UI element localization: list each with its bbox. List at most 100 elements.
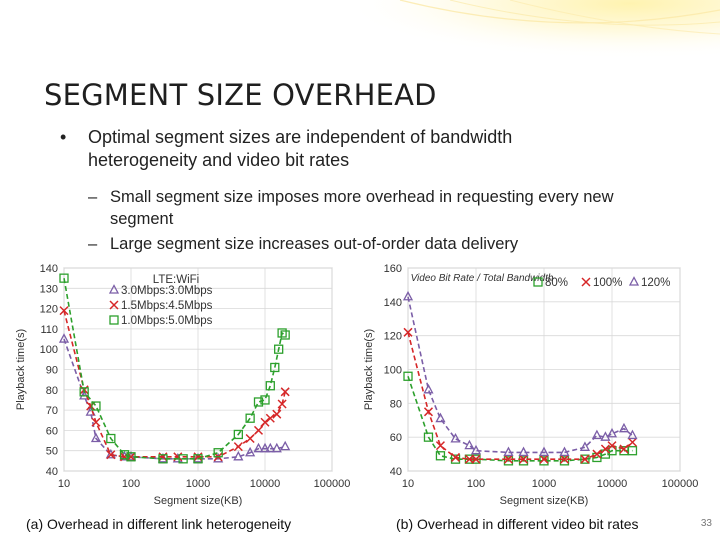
data-point [245,413,255,423]
series-3 [59,273,290,464]
data-point [59,306,69,316]
data-point [450,432,461,443]
sub-bullet-2-text: Large segment size increases out-of-orde… [110,235,519,253]
x-tick-label: 100000 [662,478,699,490]
y-tick-label: 140 [384,297,402,309]
y-axis-label: Playback time(s) [363,329,375,410]
data-point [619,444,629,454]
legend-label: 3.0Mbps:3.0Mbps [121,285,213,297]
data-point [280,440,291,451]
x-tick-label: 10 [58,478,70,490]
data-point [423,407,434,417]
data-point [233,450,244,461]
data-point [119,450,130,460]
x-tick-label: 100 [122,478,140,490]
data-point [518,446,529,457]
data-point [450,454,461,464]
y-tick-label: 160 [384,263,402,275]
data-point [105,448,116,459]
data-point [503,446,514,457]
data-point [272,409,282,419]
y-tick-label: 110 [40,324,58,336]
data-point [627,446,638,456]
data-point [503,454,513,464]
data-point [618,422,630,433]
y-tick-label: 130 [40,283,58,295]
y-tick-label: 70 [46,405,58,417]
data-point [559,456,570,466]
data-point [559,446,570,457]
data-point [253,442,264,453]
chart-link-heterogeneity: 40 50 60 70 80 90 100 110 120 130 140 10 100 1000 1000… [15,263,351,507]
y-tick-label: 100 [40,344,58,356]
x-tick-label: 1000 [532,478,556,490]
data-point [470,444,482,455]
data-point [464,439,475,450]
y-tick-label: 120 [40,304,58,316]
legend-marker [533,277,543,287]
bullet-glyph: • [60,127,67,147]
x-tick-label: 10000 [250,478,281,490]
data-point [193,452,203,462]
data-point [280,387,290,397]
legend-marker [581,277,591,287]
x-tick-label: 1000 [186,478,210,490]
data-point [423,432,434,442]
data-point [233,442,243,452]
x-axis-label: Segment size(KB) [154,495,243,507]
series-2 [403,327,638,464]
x-tick-label: 10 [402,478,414,490]
legend-title: Video Bit Rate / Total Bandwidth [411,273,554,284]
data-point [518,456,529,466]
data-point [245,433,255,444]
legend-label: 1.0Mbps:5.0Mbps [121,315,213,327]
data-point [539,454,549,464]
data-point [260,395,270,405]
series-line [63,338,286,460]
data-point [580,454,590,464]
data-point [403,327,413,337]
slide-title: SEGMENT SIZE OVERHEAD [44,78,437,112]
data-point [158,454,168,464]
data-point [280,330,290,340]
chart-video-bit-rates: 40 60 80 100 120 140 160 10 100 1000 10000 100000 Se… [363,263,699,507]
data-point [580,454,590,464]
data-point [253,397,264,407]
data-point [274,344,284,354]
data-point [265,442,276,453]
data-point [518,454,529,464]
data-point [271,442,282,453]
top-right-decoration [360,0,720,70]
series-3 [402,290,638,457]
data-point [607,441,617,451]
y-tick-label: 40 [390,466,402,478]
x-tick-label: 100000 [314,478,351,490]
y-tick-label: 60 [390,432,402,444]
y-tick-label: 80 [46,385,58,397]
legend-label: 1.5Mbps:4.5Mbps [121,300,213,312]
data-point [579,441,591,451]
y-tick-label: 60 [46,425,58,437]
legend-marker [109,300,119,310]
y-tick-label: 50 [46,446,58,458]
y-tick-label: 90 [46,365,58,377]
data-point [91,401,101,411]
data-point [538,446,550,457]
data-point [591,429,602,440]
data-point [559,454,570,464]
data-point [90,432,102,443]
y-tick-label: 80 [390,398,402,410]
data-point [277,399,287,409]
data-point [600,444,610,454]
data-point [539,456,549,466]
data-point [270,362,280,373]
y-axis-label: Playback time(s) [15,329,27,410]
data-point [600,431,611,441]
data-point [471,454,481,464]
data-point [59,273,69,283]
data-point [435,412,446,423]
data-point [245,446,256,457]
data-point [265,413,275,423]
